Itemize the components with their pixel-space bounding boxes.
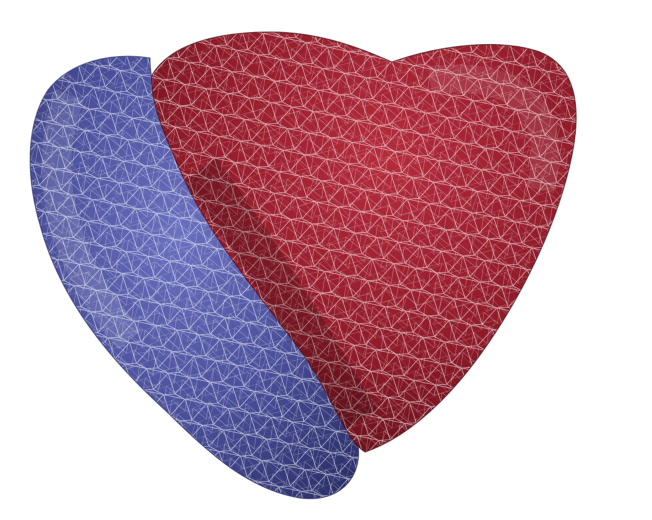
heart-ventricle-mesh-render [29, 31, 577, 500]
mesh-render-canvas [29, 31, 577, 500]
